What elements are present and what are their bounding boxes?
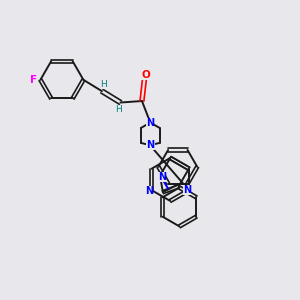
Text: H: H bbox=[100, 80, 107, 89]
Text: N: N bbox=[183, 184, 191, 195]
Text: N: N bbox=[146, 140, 154, 150]
Text: N: N bbox=[158, 172, 166, 182]
Text: H: H bbox=[115, 105, 122, 114]
Text: N: N bbox=[146, 118, 154, 128]
Text: N: N bbox=[145, 186, 153, 196]
Text: O: O bbox=[141, 70, 150, 80]
Text: F: F bbox=[30, 75, 38, 85]
